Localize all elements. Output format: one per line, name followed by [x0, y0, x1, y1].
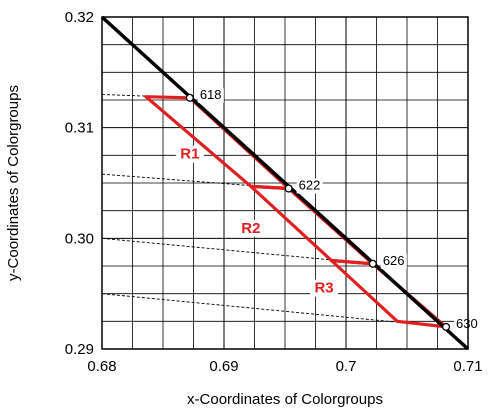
y-tick-label: 0.30 — [65, 230, 94, 247]
region-label-r2: R2 — [241, 220, 260, 237]
x-tick-label: 0.7 — [336, 358, 357, 375]
y-tick-label: 0.29 — [65, 341, 94, 358]
regions: R1 R2 R3 — [144, 95, 448, 329]
dashed-line — [101, 293, 447, 328]
wavelength-label-626: 626 — [383, 253, 405, 268]
point-label-bg — [380, 253, 407, 269]
y-tick-label: 0.31 — [65, 120, 94, 137]
x-tick-label: 0.71 — [453, 358, 482, 375]
region-label-bg — [236, 219, 265, 237]
y-tick-label: 0.32 — [65, 9, 94, 26]
region-label-bg — [310, 279, 339, 297]
plot-frame — [101, 16, 469, 350]
point-label-bg — [197, 87, 224, 103]
wavelength-label-630: 630 — [456, 316, 478, 331]
tick-labels: 0.68 0.69 0.7 0.71 0.29 0.30 0.31 0.32 — [65, 9, 483, 375]
dashed-line — [101, 237, 373, 265]
wavelength-point-630 — [441, 322, 451, 331]
spectral-locus — [100, 15, 470, 351]
spectral-locus-line — [100, 15, 470, 351]
wavelength-label-622: 622 — [299, 178, 321, 193]
wavelength-point-618 — [185, 93, 194, 102]
y-axis-label: y-Coordinates of Colorgroups — [5, 85, 22, 281]
region-label-r1: R1 — [180, 146, 199, 163]
x-tick-label: 0.69 — [209, 358, 238, 375]
point-label-bg — [454, 316, 481, 332]
point-label-bg — [296, 178, 323, 194]
region-label-bg — [175, 145, 204, 163]
region-r2 — [249, 184, 375, 266]
x-tick-label: 0.68 — [87, 358, 116, 375]
x-axis-label: x-Coordinates of Colorgroups — [187, 391, 383, 408]
region-r1 — [144, 95, 291, 191]
wavelength-points: 618 622 626 630 — [185, 87, 481, 332]
wavelength-point-622 — [284, 184, 293, 193]
wavelength-point-626 — [368, 259, 377, 268]
wavelength-label-618: 618 — [200, 87, 222, 102]
region-label-r3: R3 — [314, 280, 333, 297]
